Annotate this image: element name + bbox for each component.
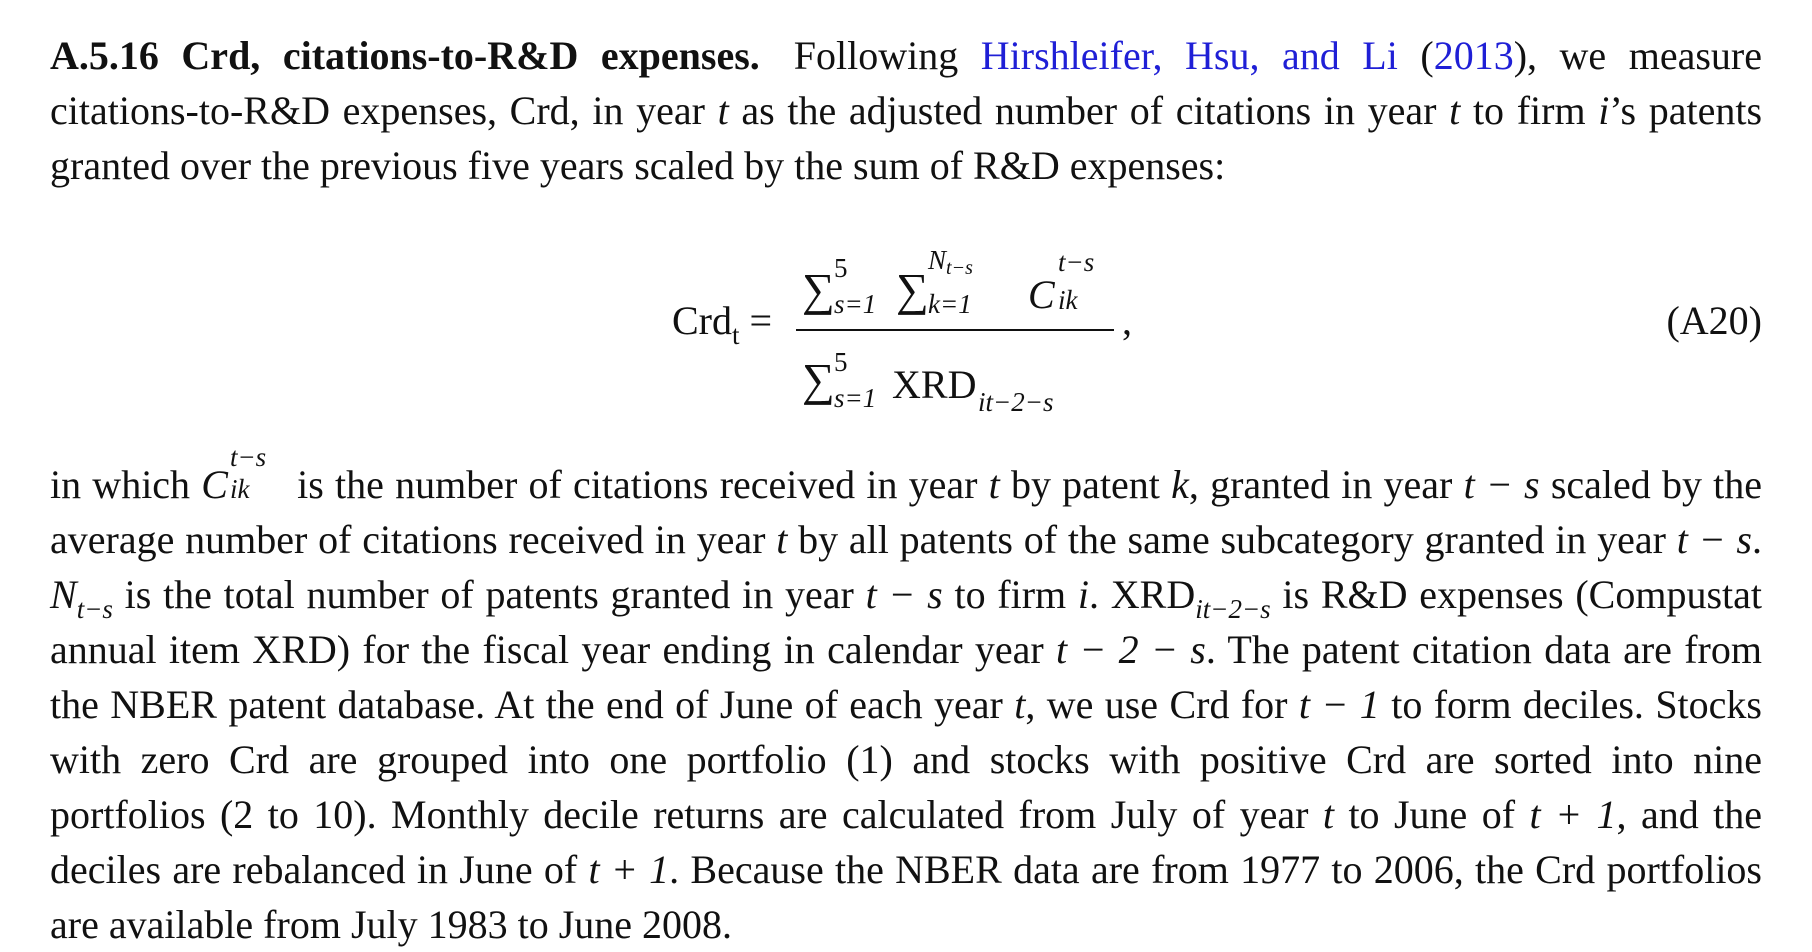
section-heading: A.5.16 Crd, citations-to-R&D expenses. — [50, 33, 760, 78]
var-t: t — [717, 88, 729, 133]
text-run: to form deciles. Stocks with zero Crd ar… — [50, 682, 1762, 837]
text-run: ’s patents granted over the previous fiv… — [50, 88, 1763, 188]
fraction-denominator: ∑ 5 s=1 XRD it−2−s — [802, 343, 1112, 423]
text-run: in which — [50, 462, 202, 507]
sum-inner-lower: k=1 — [928, 289, 972, 319]
xrd-subscript: it−2−s — [1195, 594, 1271, 624]
sum-outer-lower: s=1 — [834, 289, 877, 319]
text-run: scaled by the average number of citation… — [50, 462, 1763, 562]
expr-t-plus-1: t + 1 — [588, 847, 670, 892]
var-n: N — [50, 572, 77, 617]
lhs-subscript: t — [732, 320, 740, 350]
text-run: , granted in year — [1188, 462, 1464, 507]
sum-denominator-lower: s=1 — [834, 383, 877, 413]
var-n-subscript: t−s — [76, 594, 113, 624]
text-run: , we use Crd for — [1025, 682, 1299, 727]
lhs-base: Crd — [672, 298, 732, 343]
equation-comma: , — [1122, 298, 1132, 343]
var-t: t — [1014, 682, 1026, 727]
equation-label: (A20) — [1666, 298, 1762, 343]
text-run: is the total number of patents granted i… — [112, 572, 866, 617]
var-t: t — [776, 517, 788, 562]
var-t: t — [1322, 792, 1334, 837]
term-c-superscript: t−s — [1058, 247, 1095, 277]
text-run: to firm — [942, 572, 1078, 617]
text-run: , and the deciles are rebalanced in June… — [50, 792, 1762, 892]
sum-sigma-inner: ∑ — [896, 264, 929, 315]
term-c: C — [1028, 272, 1055, 317]
fraction-numerator: ∑ 5 s=1 ∑ Nt−s k=1 C t−s ik — [802, 225, 1112, 320]
equation-fraction: ∑ 5 s=1 ∑ Nt−s k=1 C t−s ik ∑ 5 s=1 XRD — [796, 225, 1114, 425]
var-i: i — [1077, 572, 1090, 617]
expr-t-minus-2-minus-s: t − 2 − s — [1055, 627, 1206, 672]
citation-link-authors[interactable]: Hirshleifer, Hsu, and Li — [980, 33, 1398, 78]
text-run: ( — [1397, 33, 1434, 78]
term-c-subscript: ik — [1058, 285, 1078, 315]
var-i: i — [1598, 88, 1610, 133]
var-c: C — [201, 462, 228, 507]
sum-denominator-upper: 5 — [834, 347, 848, 377]
var-c-superscript: t−s — [229, 442, 267, 472]
var-t: t — [988, 462, 1000, 507]
text-run: ), we measure citations-to-R&D expenses,… — [50, 33, 1762, 133]
text-run: is R&D expenses (Compustat annual item X… — [50, 572, 1763, 672]
sum-sigma-outer: ∑ — [802, 264, 835, 315]
text-run: to firm — [1460, 88, 1599, 133]
den-xrd-subscript: it−2−s — [978, 387, 1054, 417]
equals-sign: = — [749, 298, 773, 343]
expr-t-minus-s: t − s — [865, 572, 943, 617]
var-k: k — [1171, 462, 1189, 507]
text-run: by patent — [999, 462, 1172, 507]
equation-block: Crdt = ∑ 5 s=1 ∑ Nt−s k=1 C t−s ik ∑ — [50, 215, 1762, 445]
text-run: is the number of citations received in y… — [285, 462, 989, 507]
paper-section: A.5.16 Crd, citations-to-R&D expenses. Fo… — [50, 28, 1762, 952]
text-run: . The patent citation data are from the … — [50, 627, 1762, 727]
den-xrd: XRD — [892, 362, 977, 407]
var-t: t — [1449, 88, 1461, 133]
text-run: as the adjusted number of citations in y… — [728, 88, 1450, 133]
var-c-subscript: ik — [229, 474, 250, 504]
sum-outer-upper: 5 — [834, 253, 848, 283]
intro-paragraph: A.5.16 Crd, citations-to-R&D expenses. Fo… — [50, 28, 1762, 193]
var-c-scripts: t−s ik — [228, 444, 286, 503]
text-run: . XRD — [1089, 572, 1196, 617]
text-run: . Because the NBER data are from 1977 to… — [50, 847, 1762, 947]
expr-t-minus-s: t − s — [1463, 462, 1540, 507]
sum-sigma-denominator: ∑ — [802, 354, 835, 405]
fraction-bar — [796, 329, 1114, 331]
equation-a20: Crdt = ∑ 5 s=1 ∑ Nt−s k=1 C t−s ik ∑ — [672, 215, 1192, 445]
expr-t-minus-s: t − s — [1676, 517, 1752, 562]
text-run: Following — [793, 33, 959, 78]
text-run: to June of — [1334, 792, 1530, 837]
sum-inner-upper: Nt−s — [928, 245, 973, 279]
expr-t-minus-1: t − 1 — [1298, 682, 1380, 727]
text-run: by all patents of the same subcategory g… — [787, 517, 1677, 562]
equation-lhs: Crdt = — [672, 297, 773, 349]
text-run: . — [1752, 517, 1762, 562]
citation-link-year[interactable]: 2013 — [1433, 33, 1514, 78]
sum-inner-upper-sub: t−s — [946, 257, 973, 279]
expr-t-plus-1: t + 1 — [1529, 792, 1617, 837]
